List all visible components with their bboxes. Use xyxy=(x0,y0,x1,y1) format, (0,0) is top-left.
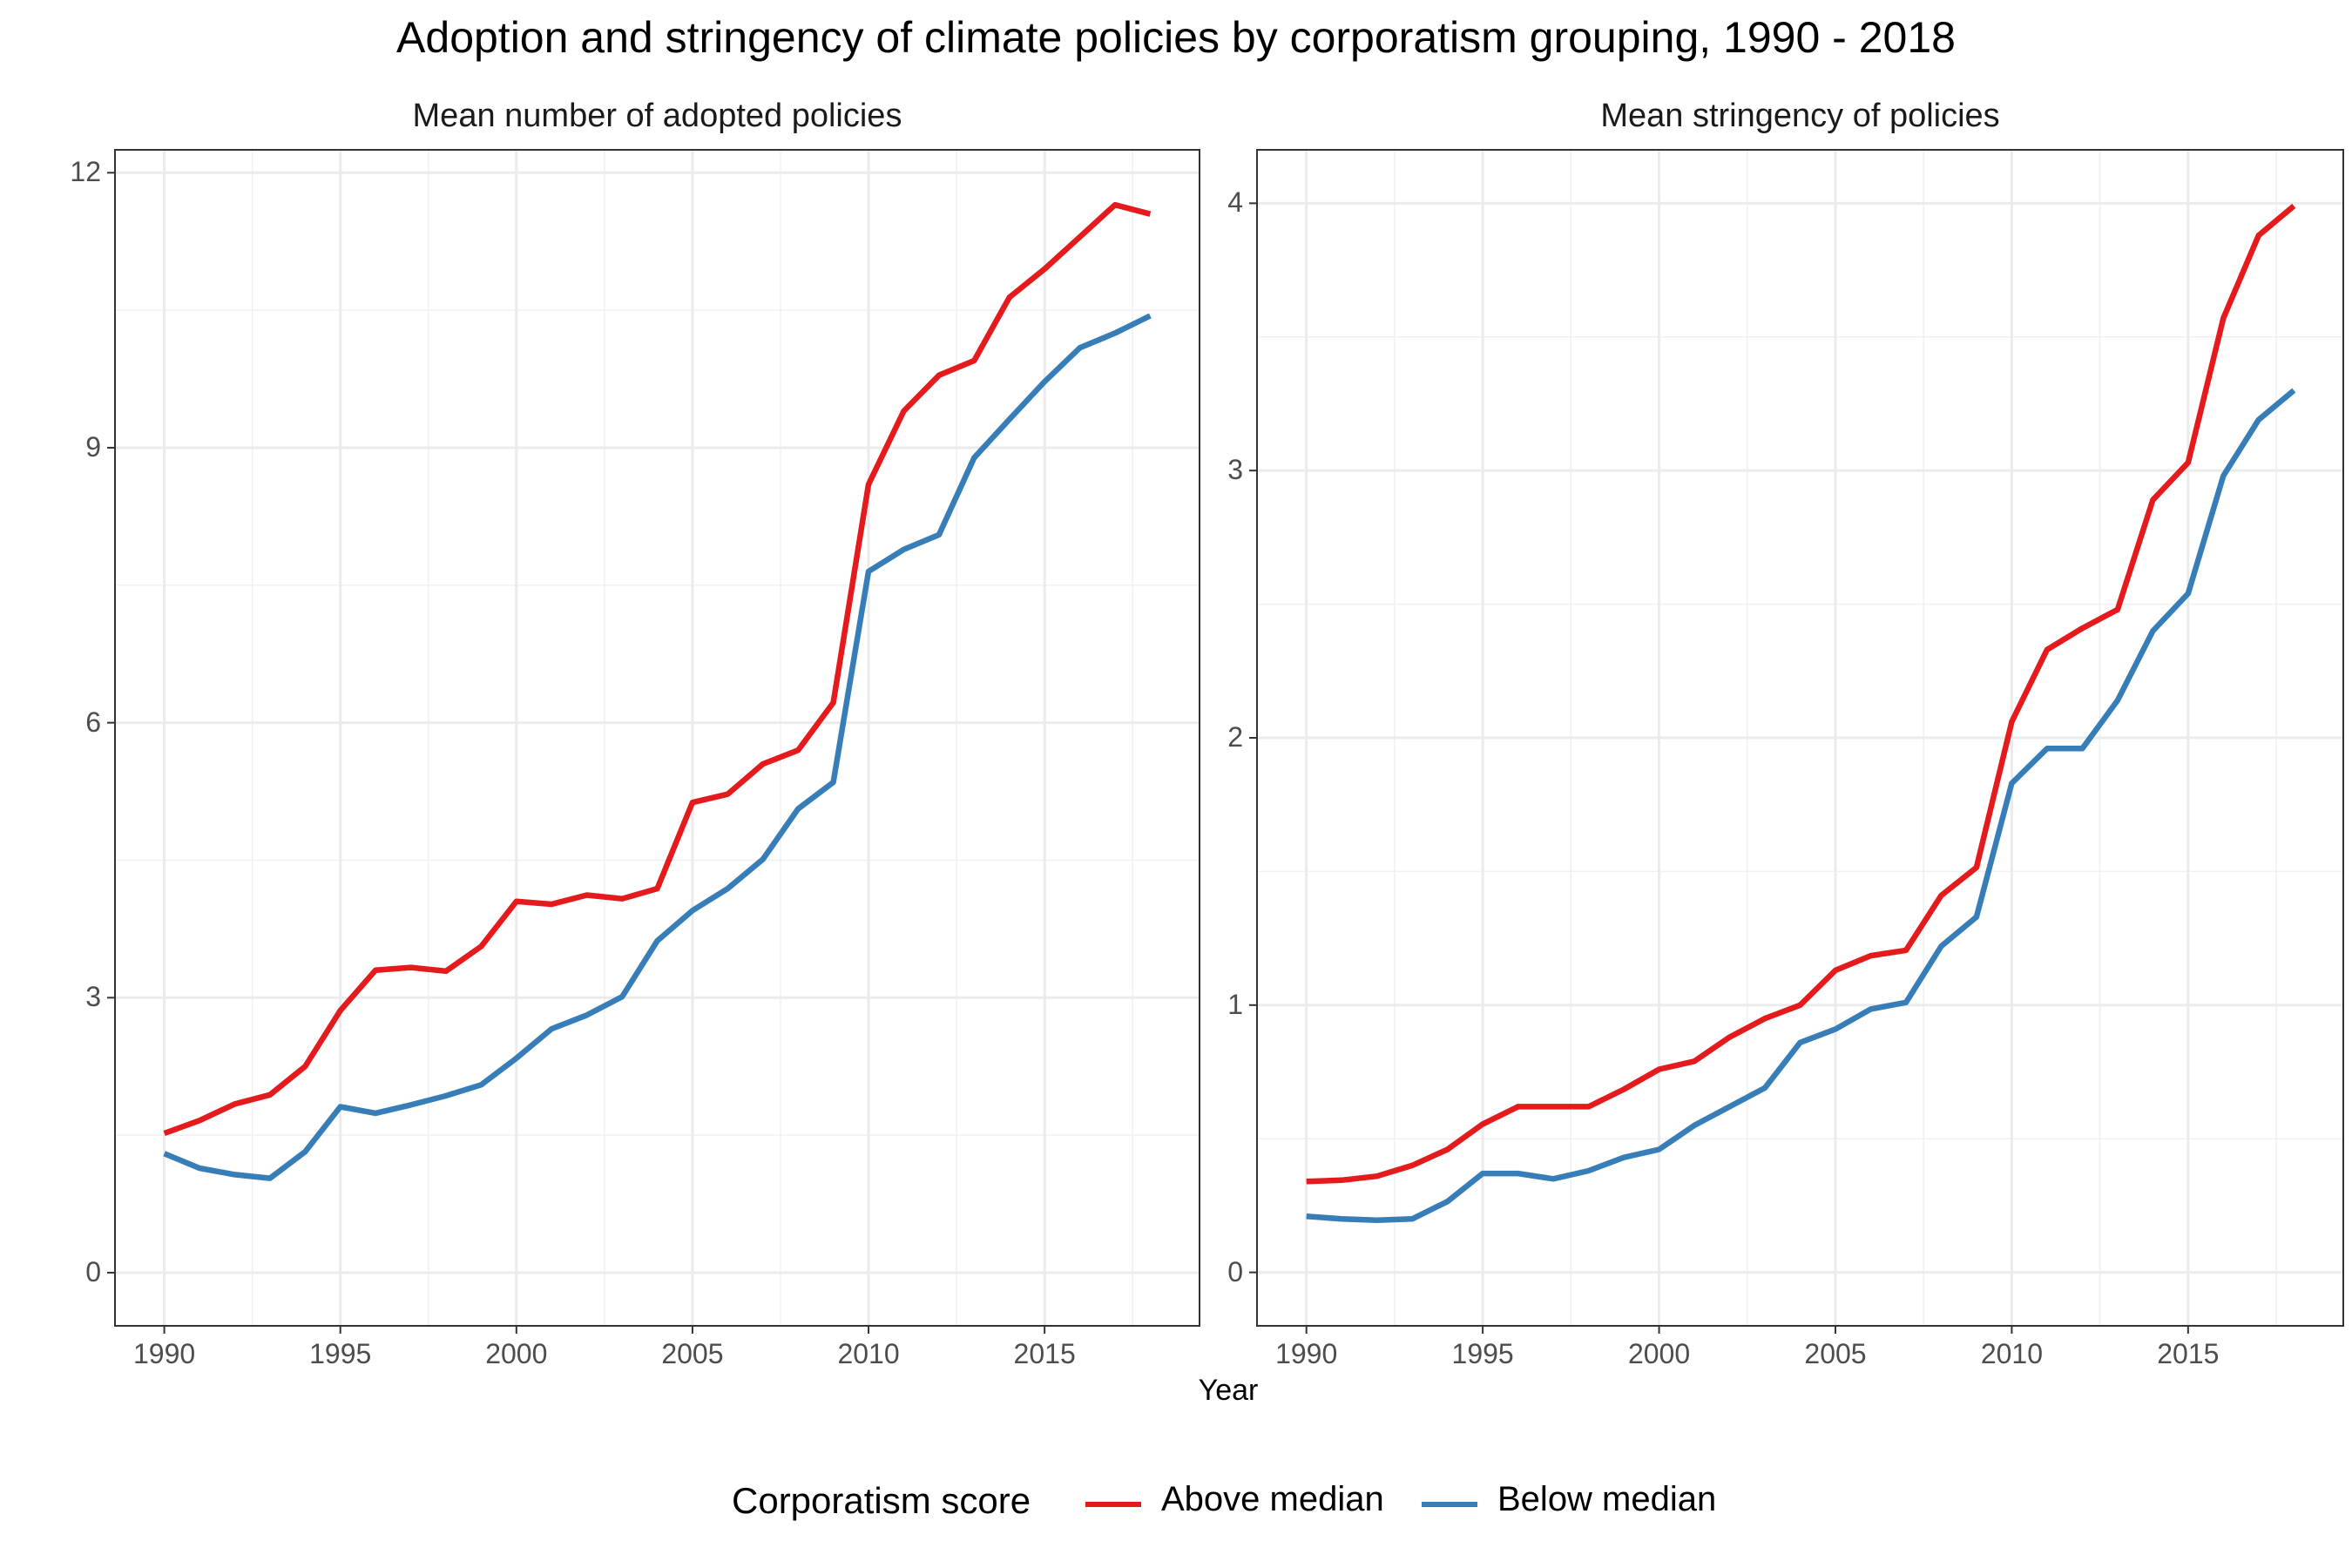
x-axis-label: Year xyxy=(1198,1374,1259,1407)
x-tick-label: 2015 xyxy=(2157,1338,2220,1369)
y-tick-label: 4 xyxy=(1227,186,1243,219)
series-line-above-median xyxy=(1306,203,2296,1185)
panel-title: Mean stringency of policies xyxy=(1600,98,2000,134)
x-tick-label: 2000 xyxy=(485,1338,548,1369)
y-tick-label: 0 xyxy=(85,1255,101,1288)
series-line-above-median xyxy=(163,201,1152,1137)
panel-title: Mean number of adopted policies xyxy=(412,98,902,134)
y-tick-label: 1 xyxy=(1227,988,1243,1020)
x-tick-label: 2005 xyxy=(1804,1338,1867,1369)
legend: Corporatism score Above median Below med… xyxy=(0,1477,2352,1529)
legend-key-above-median xyxy=(1085,1502,1141,1507)
x-tick-label: 2005 xyxy=(661,1338,724,1369)
legend-label-above-median: Above median xyxy=(1161,1480,1384,1518)
y-tick-label: 6 xyxy=(85,706,101,738)
y-tick-label: 12 xyxy=(70,156,101,188)
x-tick-label: 2015 xyxy=(1013,1338,1076,1369)
x-tick-label: 1995 xyxy=(309,1338,372,1369)
series-line-below-median xyxy=(1306,388,2296,1224)
chart-title: Adoption and stringency of climate polic… xyxy=(396,13,1956,62)
y-tick-label: 9 xyxy=(85,430,101,463)
x-tick-label: 2010 xyxy=(1980,1338,2044,1369)
legend-title: Corporatism score xyxy=(732,1480,1031,1521)
x-tick-label: 1990 xyxy=(132,1338,196,1369)
y-tick-label: 2 xyxy=(1227,721,1243,753)
y-tick-label: 0 xyxy=(1227,1255,1243,1288)
panel-border xyxy=(114,149,1200,1327)
legend-key-below-median xyxy=(1422,1502,1477,1507)
x-tick-label: 1995 xyxy=(1451,1338,1514,1369)
series-line-below-median xyxy=(163,313,1152,1181)
x-tick-label: 2010 xyxy=(837,1338,900,1369)
y-tick-label: 3 xyxy=(85,981,101,1013)
x-tick-label: 2000 xyxy=(1627,1338,1691,1369)
legend-label-below-median: Below median xyxy=(1497,1480,1717,1518)
x-tick-label: 1990 xyxy=(1275,1338,1338,1369)
y-tick-label: 3 xyxy=(1227,454,1243,486)
